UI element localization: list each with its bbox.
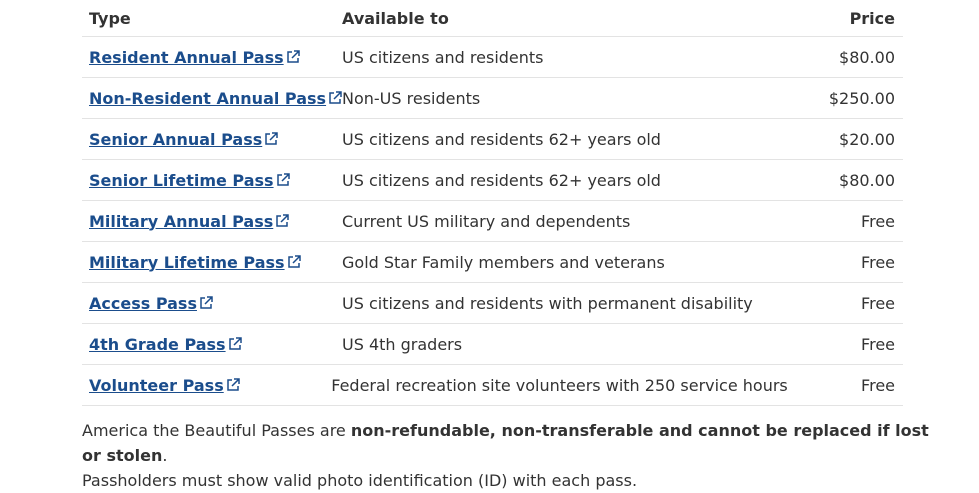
eligibility-cell: Federal recreation site volunteers with … xyxy=(331,375,788,395)
table-row: Non-Resident Annual Pass Non-US residents… xyxy=(82,78,903,119)
type-cell: Volunteer Pass xyxy=(82,376,331,395)
pass-name: Senior Annual Pass xyxy=(89,129,263,149)
header-cell: Price xyxy=(849,8,895,28)
pass-link[interactable]: Military Annual Pass xyxy=(89,211,290,231)
footnote-text: . xyxy=(162,446,168,465)
external-link-icon xyxy=(329,90,342,104)
table-row: Senior Annual Pass US citizens and reside… xyxy=(82,119,903,160)
price-cell: $20.00 xyxy=(839,129,895,149)
pass-link[interactable]: Resident Annual Pass xyxy=(89,48,300,67)
table-row: Volunteer Pass Federal recreation site vo… xyxy=(82,365,903,406)
type-cell: Senior Lifetime Pass xyxy=(82,171,342,190)
table-row: Senior Lifetime Pass US citizens and resi… xyxy=(82,160,903,201)
header-cell: Available to xyxy=(342,8,449,28)
external-link-icon xyxy=(276,172,290,186)
eligibility-cell: US citizens and residents with permanent… xyxy=(342,293,753,313)
price-cell: $80.00 xyxy=(839,170,895,190)
footnote-text: America the Beautiful Passes are xyxy=(82,421,346,440)
table-row: Military Annual Pass Current US military … xyxy=(82,201,903,242)
eligibility-cell: Gold Star Family members and veterans xyxy=(342,252,665,272)
pass-name: Volunteer Pass xyxy=(89,375,224,395)
price-cell: $250.00 xyxy=(828,88,895,108)
eligibility-cell: Current US military and dependents xyxy=(342,211,631,231)
external-link-icon xyxy=(287,254,301,268)
eligibility-cell: Non-US residents xyxy=(342,88,481,108)
external-link-icon xyxy=(228,336,242,350)
footnote-text: Passholders must show valid photo identi… xyxy=(82,471,638,490)
price-cell: Free xyxy=(861,211,895,231)
header-cell: Type xyxy=(89,8,131,28)
type-cell: Access Pass xyxy=(82,294,342,313)
price-cell: $80.00 xyxy=(839,47,895,67)
external-link-icon xyxy=(265,131,278,145)
type-cell: Senior Annual Pass xyxy=(82,130,342,149)
price-cell: Free xyxy=(861,293,895,313)
table-row: Military Lifetime Pass Gold Star Family m… xyxy=(82,242,903,283)
pass-link[interactable]: Senior Lifetime Pass xyxy=(89,171,290,190)
pass-link[interactable]: 4th Grade Pass xyxy=(89,335,242,354)
external-link-icon xyxy=(200,295,213,309)
pass-link[interactable]: Volunteer Pass xyxy=(89,376,240,395)
type-cell: Military Lifetime Pass xyxy=(82,253,342,272)
price-cell: Free xyxy=(861,252,895,272)
table-row: Access Pass US citizens and residents wit… xyxy=(82,283,903,324)
footnote-bold: non-refundable, non-transferable and can… xyxy=(82,421,929,465)
header-row: Type Available to Price xyxy=(82,0,903,37)
type-cell: Military Annual Pass xyxy=(82,212,342,231)
type-cell: Non-Resident Annual Pass xyxy=(82,89,342,108)
pass-name: Military Lifetime Pass xyxy=(89,252,285,272)
pass-name: Resident Annual Pass xyxy=(89,47,284,67)
eligibility-cell: US citizens and residents xyxy=(342,47,544,67)
passes-table: Type Available to Price Resident Annual … xyxy=(82,0,903,406)
page: Type Available to Price Resident Annual … xyxy=(82,0,929,490)
pass-name: 4th Grade Pass xyxy=(89,334,226,354)
external-link-icon xyxy=(286,49,300,63)
pass-link[interactable]: Access Pass xyxy=(89,294,213,313)
table-row: 4th Grade Pass US 4th graders Free xyxy=(82,324,903,365)
pass-link[interactable]: Senior Annual Pass xyxy=(89,130,278,149)
external-link-icon xyxy=(226,377,240,391)
pass-link[interactable]: Non-Resident Annual Pass xyxy=(89,89,342,108)
pass-name: Access Pass xyxy=(89,293,197,313)
eligibility-cell: US citizens and residents 62+ years old xyxy=(342,170,661,190)
pass-name: Non-Resident Annual Pass xyxy=(89,88,327,108)
type-cell: 4th Grade Pass xyxy=(82,335,342,354)
external-link-icon xyxy=(276,213,290,227)
pass-name: Senior Lifetime Pass xyxy=(89,170,274,190)
price-cell: Free xyxy=(861,375,895,395)
eligibility-cell: US 4th graders xyxy=(342,334,463,354)
pass-name: Military Annual Pass xyxy=(89,211,274,231)
type-cell: Resident Annual Pass xyxy=(82,48,342,67)
table-row: Resident Annual Pass US citizens and resi… xyxy=(82,37,903,78)
pass-link[interactable]: Military Lifetime Pass xyxy=(89,253,301,272)
price-cell: Free xyxy=(861,334,895,354)
eligibility-cell: US citizens and residents 62+ years old xyxy=(342,129,661,149)
